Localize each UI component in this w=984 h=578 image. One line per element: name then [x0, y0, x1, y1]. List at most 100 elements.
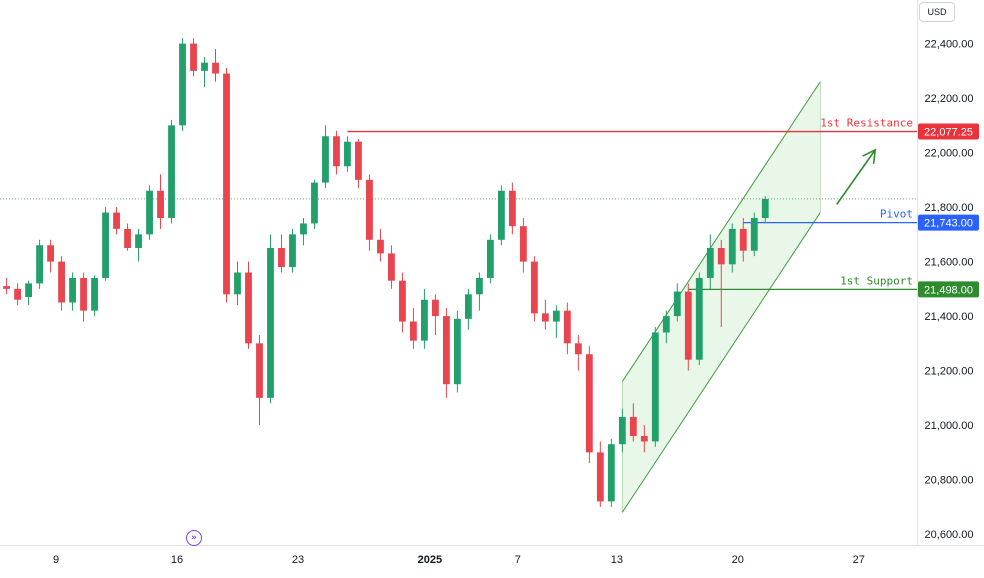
candle-body [651, 332, 659, 442]
candle-body [519, 226, 527, 262]
candle [289, 228, 296, 273]
candle [333, 130, 340, 175]
candle-body [190, 43, 197, 71]
1st-support-label: 1st Support [840, 274, 913, 287]
candle [25, 280, 32, 306]
candle-body [750, 218, 758, 251]
candle-body [596, 452, 604, 502]
candle [684, 283, 692, 371]
candle-body [267, 247, 274, 398]
event-marker-icon[interactable]: » [186, 530, 202, 546]
x-tick-label: 9 [53, 554, 59, 566]
y-tick-label: 22,200.00 [925, 93, 974, 105]
candle-body [157, 190, 164, 218]
y-tick-label: 22,000.00 [925, 148, 974, 160]
candle-body [91, 277, 98, 311]
candle-body [541, 313, 549, 322]
candle [761, 196, 769, 224]
candle [245, 261, 252, 349]
candle [421, 288, 428, 349]
candle [618, 408, 626, 453]
candle-body [135, 234, 142, 248]
1st-support-price-tag-text: 21,498.00 [924, 284, 973, 296]
candle [223, 68, 230, 303]
candle-body [695, 277, 703, 360]
price-axis[interactable]: 22,077.25 21,743.00 21,498.00 20,600.00 20,8… [918, 39, 979, 541]
1st-resistance-label: 1st Resistance [820, 117, 913, 130]
candle-body [706, 247, 714, 278]
x-tick-label: 2025 [418, 554, 442, 566]
pivot-price-tag-text: 21,743.00 [924, 218, 973, 230]
candlestick-series [3, 38, 769, 507]
candle-body [618, 416, 626, 445]
candle [36, 239, 43, 289]
candle-body [673, 291, 681, 317]
candle-body [497, 190, 505, 240]
x-tick-label: 13 [611, 554, 623, 566]
candle-body [453, 318, 461, 385]
candle-body [179, 43, 186, 126]
candle [366, 174, 373, 251]
time-axis[interactable]: 9 16 23 2025 7 13 20 27 [53, 554, 865, 566]
candle-body [344, 141, 351, 167]
candle [475, 272, 483, 311]
candle-body [552, 310, 560, 322]
candle [497, 185, 505, 246]
1st-resistance-price-tag-text: 22,077.25 [924, 127, 973, 139]
candle-body [585, 354, 593, 453]
candle-body [563, 310, 571, 344]
y-tick-label: 20,600.00 [925, 529, 974, 541]
candle [69, 272, 76, 311]
candle-body [607, 444, 615, 502]
candle [201, 57, 208, 88]
candle [486, 234, 494, 284]
candle [113, 207, 120, 235]
currency-button[interactable]: USD [919, 2, 955, 22]
channel-lower-line [621, 212, 821, 513]
candle-body [113, 212, 120, 229]
candle [135, 228, 142, 262]
1st-support-price-tag-bg [918, 281, 979, 298]
candle-body [223, 73, 230, 295]
candle [355, 138, 362, 189]
candle-body [640, 436, 648, 442]
candle-body [574, 343, 582, 355]
candle-body [245, 272, 252, 344]
candle [278, 234, 285, 273]
candle [14, 283, 22, 306]
candle [695, 272, 703, 366]
candle [311, 179, 318, 229]
pivot-price-tag-bg [918, 214, 979, 231]
candle [563, 302, 571, 355]
candle [256, 335, 263, 426]
candle-body [508, 190, 516, 227]
candle [596, 441, 604, 507]
candle-body [124, 228, 131, 248]
candle-body [421, 299, 428, 341]
candle-body [475, 277, 483, 295]
candle-body [80, 277, 87, 311]
candle [212, 49, 219, 82]
candle-body [399, 280, 406, 322]
candle-body [388, 253, 395, 281]
candle [47, 239, 54, 273]
candle-body [289, 234, 296, 268]
x-tick-label: 16 [171, 554, 183, 566]
candle [157, 174, 164, 229]
1st-resistance-price-tag: 22,077.25 [918, 123, 979, 140]
candle-body [278, 247, 285, 268]
candle [651, 327, 659, 447]
x-tick-label: 23 [292, 554, 304, 566]
x-tick-label: 27 [853, 554, 865, 566]
candle-body [234, 272, 241, 295]
candle [640, 425, 648, 453]
candle [519, 218, 527, 273]
candle [585, 346, 593, 464]
candle [146, 185, 153, 240]
candle [80, 272, 87, 322]
candle [574, 335, 582, 371]
candle-body [432, 299, 439, 317]
y-tick-label: 21,800.00 [925, 202, 974, 214]
candle-body [146, 190, 153, 235]
